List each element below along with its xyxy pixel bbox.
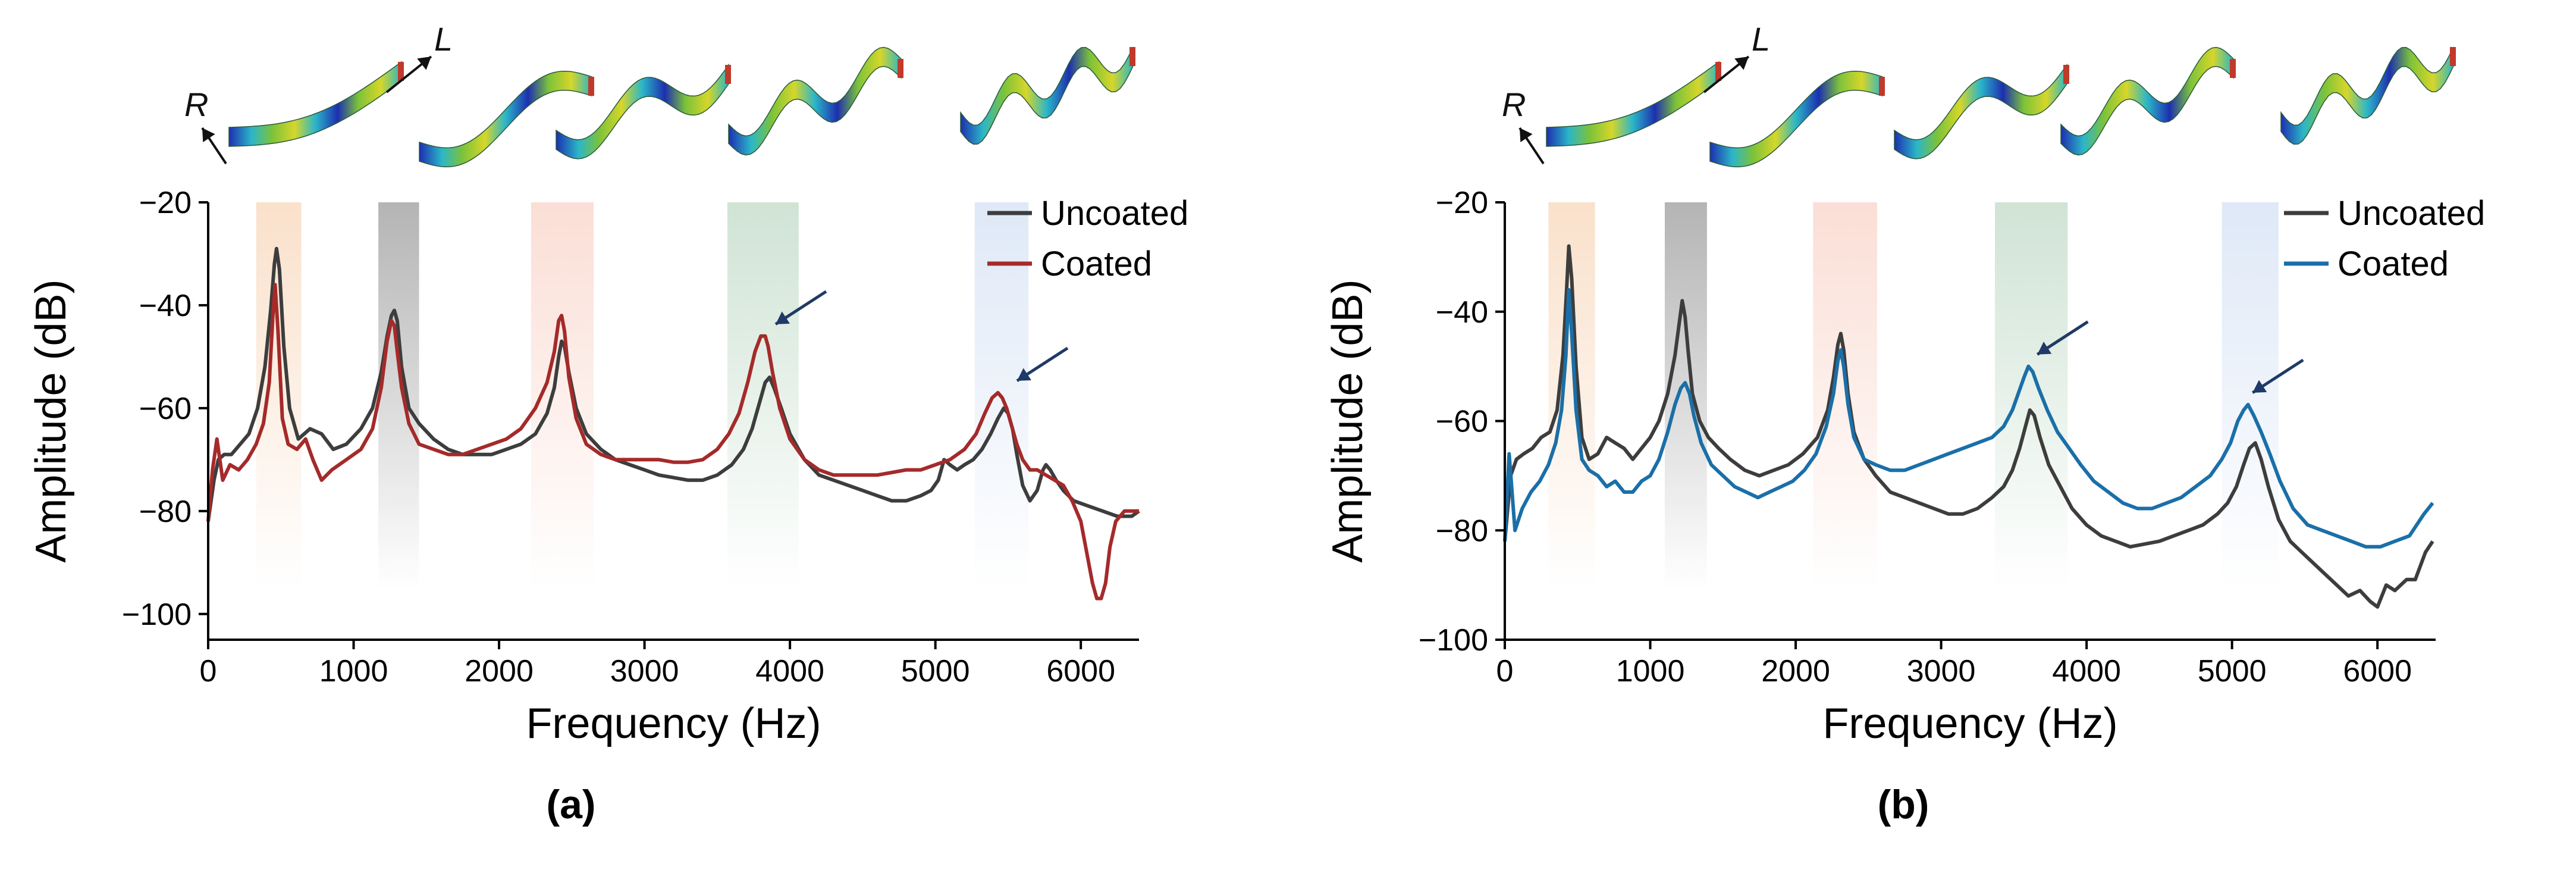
mode-shape-p0-4 (728, 46, 902, 156)
mode-band-5 (2222, 202, 2279, 589)
mode-shape-end-p0-4 (898, 59, 903, 78)
y-axis-title: Amplitude (dB) (27, 279, 75, 562)
radial-label: R (184, 86, 208, 123)
y-tick-label: −100 (122, 597, 192, 632)
peak-arrow-head-1 (776, 311, 790, 324)
radial-arrow-head (202, 128, 215, 142)
x-axis-title: Frequency (Hz) (526, 700, 821, 747)
legend-label-coated: Coated (1041, 245, 1152, 283)
mode-shape-end-p1-2 (1879, 77, 1885, 96)
x-tick-label: 0 (1496, 654, 1514, 689)
mode-band-3 (1813, 202, 1877, 589)
radial-label: R (1502, 86, 1526, 123)
longitudinal-arrow-head (417, 57, 431, 70)
x-tick-label: 4000 (755, 654, 824, 689)
panel-caption: (a) (546, 782, 595, 827)
mode-shape-end-p1-4 (2230, 59, 2236, 78)
x-tick-label: 0 (200, 654, 217, 689)
mode-shape-end-p0-2 (588, 77, 594, 96)
panel-caption: (b) (1878, 782, 1929, 827)
panel-a: R L 0 1000 2000 3000 4000 5000 6000 −20 −40 −60 −80 −… (27, 20, 1188, 827)
series-line-coated (206, 283, 1139, 600)
y-tick-label: −40 (139, 289, 192, 323)
mode-shape-end-p0-5 (1129, 47, 1135, 66)
longitudinal-label: L (1752, 20, 1770, 58)
mode-band-2 (1664, 202, 1707, 589)
series-line-coated (1503, 288, 2434, 549)
series-line-uncoated (1503, 244, 2434, 609)
x-tick-label: 2000 (1761, 654, 1830, 689)
mode-shape-p1-2 (1709, 70, 1883, 168)
mode-band-2 (378, 202, 419, 589)
mode-shape-p1-1 (1546, 61, 1720, 147)
mode-shape-p1-4 (2060, 46, 2234, 156)
x-tick-label: 6000 (1046, 654, 1115, 689)
legend-label-uncoated: Uncoated (1041, 194, 1188, 233)
legend-label-uncoated: Uncoated (2337, 194, 2485, 233)
y-axis-title: Amplitude (dB) (1324, 279, 1372, 562)
y-tick-label: −60 (139, 392, 192, 426)
x-tick-label: 1000 (1616, 654, 1685, 689)
y-tick-label: −20 (1436, 186, 1488, 220)
mode-shape-end-p0-1 (398, 62, 404, 81)
mode-shape-p0-1 (228, 61, 402, 147)
y-tick-label: −80 (1436, 514, 1488, 548)
mode-shape-p1-5 (2280, 46, 2454, 145)
y-tick-label: −100 (1419, 623, 1488, 658)
x-tick-label: 5000 (2198, 654, 2267, 689)
x-tick-label: 4000 (2052, 654, 2121, 689)
mode-band-4 (1995, 202, 2068, 589)
y-tick-label: −20 (139, 186, 192, 220)
x-tick-label: 2000 (465, 654, 534, 689)
mode-shape-end-p1-1 (1715, 62, 1721, 81)
y-tick-label: −60 (1436, 405, 1488, 439)
longitudinal-label: L (434, 20, 453, 58)
mode-shape-end-p1-5 (2450, 47, 2456, 66)
peak-arrow-head-2 (2252, 380, 2267, 393)
legend-label-coated: Coated (2337, 245, 2449, 283)
series-line-uncoated (206, 246, 1140, 522)
peak-arrow-head-2 (1016, 368, 1031, 381)
mode-shape-end-p0-3 (725, 65, 731, 84)
y-tick-label: −40 (1436, 295, 1488, 330)
x-tick-label: 3000 (610, 654, 679, 689)
x-tick-label: 6000 (2343, 654, 2412, 689)
x-tick-label: 3000 (1907, 654, 1976, 689)
x-tick-label: 1000 (319, 654, 388, 689)
radial-arrow-head (1520, 128, 1533, 142)
mode-shape-end-p1-3 (2063, 65, 2069, 84)
panel-b: R L 0 1000 2000 3000 4000 5000 6000 −20 −40 −60 −80 −… (1324, 20, 2485, 827)
mode-shape-p0-5 (960, 46, 1134, 145)
x-axis-title: Frequency (Hz) (1822, 700, 2117, 747)
mode-shape-p1-3 (1894, 63, 2067, 159)
longitudinal-arrow-head (1734, 57, 1749, 70)
x-tick-label: 5000 (901, 654, 970, 689)
peak-arrow-head-1 (2037, 342, 2052, 355)
y-tick-label: −80 (139, 495, 192, 529)
